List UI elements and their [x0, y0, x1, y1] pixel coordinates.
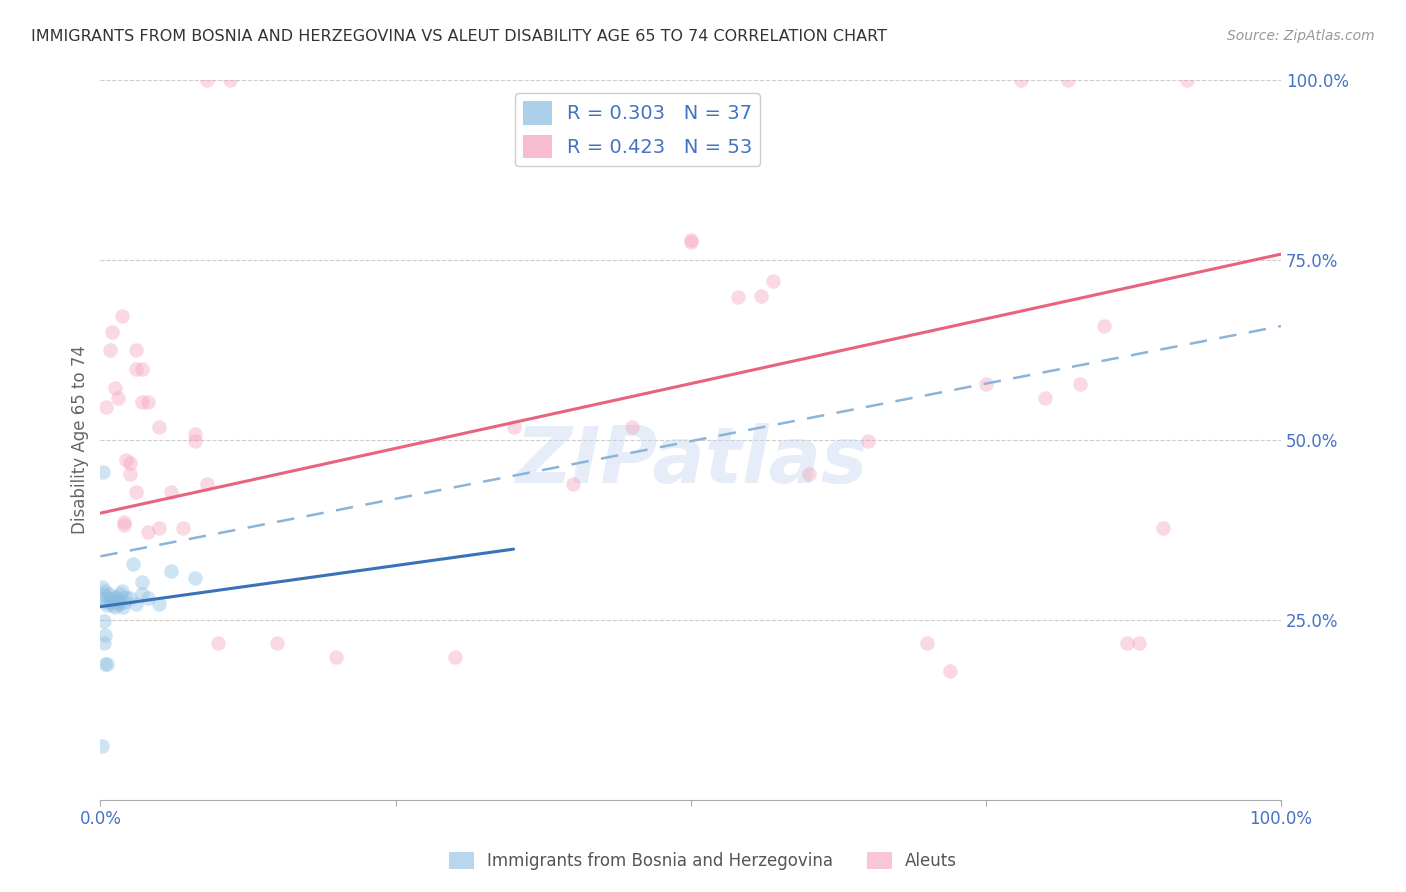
Point [915, 635, 938, 649]
Point [443, 650, 465, 665]
Point [1057, 73, 1080, 87]
Point [98, 343, 121, 357]
Point [125, 343, 148, 357]
Text: ZIPatlas: ZIPatlas [515, 424, 866, 500]
Point [1116, 635, 1139, 649]
Point [107, 391, 129, 405]
Point [207, 635, 229, 649]
Point [131, 575, 153, 590]
Point [727, 290, 749, 304]
Point [160, 484, 183, 499]
Point [93, 635, 115, 649]
Point [108, 597, 131, 611]
Point [136, 591, 159, 605]
Point [110, 309, 132, 323]
Point [1069, 376, 1091, 391]
Text: Source: ZipAtlas.com: Source: ZipAtlas.com [1227, 29, 1375, 44]
Point [219, 73, 242, 87]
Point [125, 484, 148, 499]
Point [679, 235, 702, 249]
Point [131, 395, 153, 409]
Point [1152, 520, 1174, 534]
Point [325, 650, 347, 665]
Point [266, 635, 288, 649]
Point [160, 564, 183, 578]
Point [620, 419, 643, 434]
Point [111, 599, 134, 614]
Point [94, 583, 117, 598]
Point [184, 434, 207, 449]
Y-axis label: Disability Age 65 to 74: Disability Age 65 to 74 [72, 345, 89, 534]
Legend: R = 0.303   N = 37, R = 0.423   N = 53: R = 0.303 N = 37, R = 0.423 N = 53 [515, 94, 761, 166]
Point [105, 592, 128, 607]
Point [172, 520, 194, 534]
Point [131, 362, 153, 376]
Point [136, 524, 159, 539]
Point [96, 657, 118, 672]
Point [93, 591, 115, 605]
Point [148, 597, 170, 611]
Point [96, 599, 118, 613]
Point [118, 591, 141, 605]
Point [974, 376, 997, 391]
Point [101, 592, 124, 607]
Point [195, 73, 218, 87]
Point [94, 657, 117, 672]
Point [762, 275, 785, 289]
Point [112, 517, 135, 532]
Point [101, 325, 124, 339]
Point [1128, 635, 1150, 649]
Point [195, 477, 218, 491]
Point [98, 591, 121, 605]
Point [751, 289, 773, 303]
Point [679, 233, 702, 247]
Point [110, 583, 132, 598]
Point [91, 465, 114, 479]
Point [96, 401, 118, 415]
Point [103, 599, 125, 613]
Point [118, 467, 141, 482]
Point [136, 395, 159, 409]
Point [939, 665, 962, 679]
Point [103, 381, 125, 395]
Point [148, 520, 170, 534]
Point [131, 587, 153, 601]
Point [856, 434, 879, 449]
Point [94, 628, 117, 642]
Point [115, 453, 138, 467]
Point [184, 571, 207, 585]
Point [125, 362, 148, 376]
Point [125, 597, 148, 611]
Point [110, 587, 132, 601]
Point [93, 614, 115, 628]
Point [104, 590, 127, 604]
Point [502, 419, 524, 434]
Point [114, 590, 136, 604]
Point [118, 456, 141, 470]
Point [561, 477, 583, 491]
Point [96, 594, 118, 608]
Point [103, 599, 125, 614]
Point [100, 594, 122, 608]
Point [184, 427, 207, 442]
Point [90, 739, 112, 753]
Point [112, 516, 135, 530]
Point [1092, 319, 1115, 334]
Point [1010, 73, 1032, 87]
Point [797, 467, 820, 482]
Point [112, 594, 135, 608]
Point [90, 580, 112, 594]
Text: IMMIGRANTS FROM BOSNIA AND HERZEGOVINA VS ALEUT DISABILITY AGE 65 TO 74 CORRELAT: IMMIGRANTS FROM BOSNIA AND HERZEGOVINA V… [31, 29, 887, 45]
Point [1175, 73, 1198, 87]
Point [148, 419, 170, 434]
Point [97, 587, 120, 601]
Point [91, 587, 114, 601]
Point [107, 594, 129, 608]
Legend: Immigrants from Bosnia and Herzegovina, Aleuts: Immigrants from Bosnia and Herzegovina, … [443, 845, 963, 877]
Point [122, 557, 145, 571]
Point [1033, 391, 1056, 405]
